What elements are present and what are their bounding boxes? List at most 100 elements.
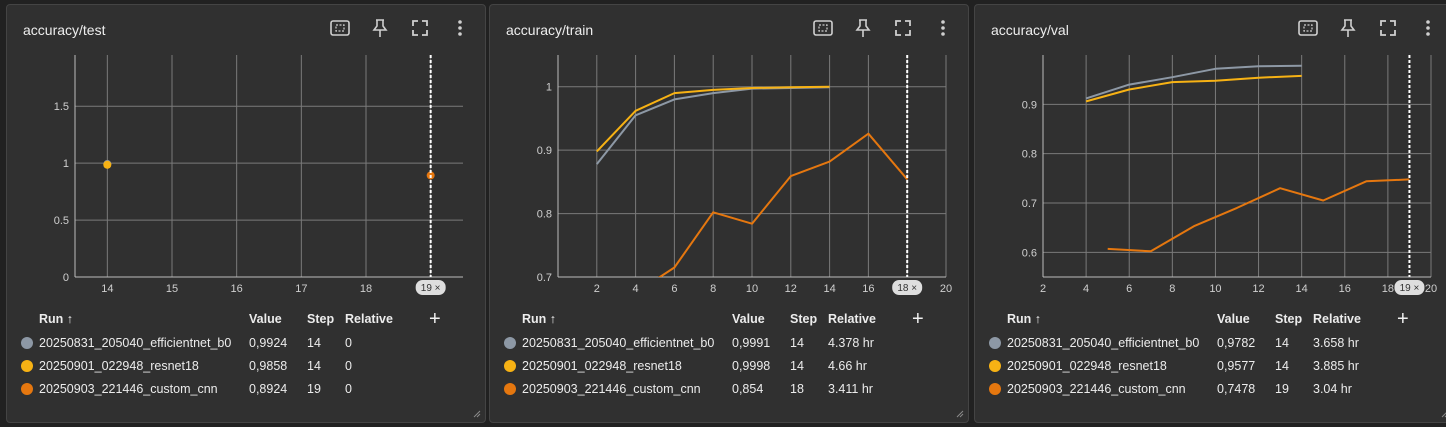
run-relative: 3.04 hr (1313, 381, 1352, 396)
resize-handle-icon[interactable] (956, 410, 964, 418)
run-name: 20250903_221446_custom_cnn (522, 381, 701, 396)
table-row[interactable]: 20250901_022948_resnet18 0,9577 14 3.885… (975, 354, 1446, 377)
x-tick-label: 8 (710, 283, 716, 295)
card-toolbar (812, 17, 954, 39)
run-step: 14 (1275, 358, 1289, 373)
table-row[interactable]: 20250831_205040_efficientnet_b0 0,9924 1… (7, 331, 487, 354)
y-tick-label: 0 (63, 272, 69, 284)
x-tick-label: 4 (1083, 283, 1089, 295)
table-row[interactable]: 20250831_205040_efficientnet_b0 0,9991 1… (490, 331, 970, 354)
table-row[interactable]: 20250903_221446_custom_cnn 0,8924 19 0 (7, 377, 487, 400)
header-value[interactable]: Value (249, 312, 282, 326)
add-column-button[interactable]: + (429, 307, 441, 330)
run-step: 19 (1275, 381, 1289, 396)
run-relative: 0 (345, 381, 352, 396)
x-tick-label: 6 (671, 283, 677, 295)
more-vert-icon[interactable] (449, 17, 471, 39)
y-tick-label: 0.6 (1022, 247, 1037, 259)
run-step: 14 (307, 358, 321, 373)
run-value: 0,9924 (249, 335, 288, 350)
header-value[interactable]: Value (732, 312, 765, 326)
add-column-button[interactable]: + (1397, 307, 1409, 330)
y-tick-label: 0.9 (1022, 99, 1037, 111)
more-vert-icon[interactable] (1417, 17, 1439, 39)
run-relative: 3.658 hr (1313, 335, 1359, 350)
card-accuracy-test: accuracy/test 14 15 16 17 18 19 0 0.5 1 1.5 19 × R… (6, 4, 486, 423)
x-tick-label: 20 (1425, 283, 1437, 295)
run-step: 19 (307, 381, 321, 396)
table-header-row: Run ↑ Value Step Relative + (975, 307, 1446, 331)
fit-domain-icon[interactable] (329, 17, 351, 39)
x-tick-label: 15 (166, 283, 178, 295)
header-value[interactable]: Value (1217, 312, 1250, 326)
step-badge[interactable] (415, 280, 446, 295)
run-name: 20250831_205040_efficientnet_b0 (522, 335, 715, 350)
pin-icon[interactable] (852, 17, 874, 39)
run-value: 0,9991 (732, 335, 771, 350)
card-title: accuracy/val (991, 22, 1069, 38)
header-relative[interactable]: Relative (1313, 312, 1361, 326)
step-badge-label: 18 × (897, 283, 917, 294)
header-run[interactable]: Run ↑ (39, 312, 74, 326)
header-step[interactable]: Step (790, 312, 818, 326)
x-tick-label: 6 (1126, 283, 1132, 295)
run-relative: 3.885 hr (1313, 358, 1359, 373)
chart-accuracy-test[interactable]: 14151617181900.511.519 × (7, 49, 487, 305)
run-relative: 0 (345, 335, 352, 350)
run-name: 20250901_022948_resnet18 (1007, 358, 1167, 373)
header-run[interactable]: Run ↑ (522, 312, 557, 326)
run-color-dot (21, 360, 33, 373)
x-tick-label: 14 (823, 283, 835, 295)
x-tick-label: 16 (1339, 283, 1351, 295)
more-vert-icon[interactable] (932, 17, 954, 39)
run-name: 20250831_205040_efficientnet_b0 (1007, 335, 1200, 350)
step-badge-label: 19 × (1400, 283, 1420, 294)
y-tick-label: 0.7 (537, 272, 552, 284)
chart-svg: 2 4 6 8 10 12 14 16 18 20 0.6 0.7 0.8 0.9 19 × (1022, 55, 1437, 295)
run-color-dot (504, 337, 516, 350)
run-step: 14 (790, 358, 804, 373)
header-relative[interactable]: Relative (828, 312, 876, 326)
card-toolbar (329, 17, 471, 39)
y-tick-label: 0.5 (54, 215, 69, 227)
run-step: 14 (1275, 335, 1289, 350)
run-relative: 4.378 hr (828, 335, 874, 350)
header-step[interactable]: Step (1275, 312, 1303, 326)
chart-accuracy-val[interactable]: 2 4 6 8 10 12 14 16 18 20 0.6 0.7 0.8 0.9 19 × (975, 49, 1446, 305)
run-color-dot (989, 337, 1001, 350)
fullscreen-icon[interactable] (409, 17, 431, 39)
fit-domain-icon[interactable] (1297, 17, 1319, 39)
fit-domain-icon[interactable] (812, 17, 834, 39)
resize-handle-icon[interactable] (473, 410, 481, 418)
series-line (658, 132, 908, 277)
table-row[interactable]: 20250901_022948_resnet18 0,9998 14 4.66 … (490, 354, 970, 377)
step-badge[interactable] (892, 280, 923, 295)
add-column-button[interactable]: + (912, 307, 924, 330)
x-tick-label: 18 (1382, 283, 1394, 295)
header-step[interactable]: Step (307, 312, 335, 326)
header-relative[interactable]: Relative (345, 312, 393, 326)
x-tick-label: 16 (862, 283, 874, 295)
table-row[interactable]: 20250903_221446_custom_cnn 0,854 18 3.41… (490, 377, 970, 400)
pin-icon[interactable] (1337, 17, 1359, 39)
run-value: 0,9998 (732, 358, 771, 373)
table-header-row: Run ↑ Value Step Relative + (7, 307, 487, 331)
table-row[interactable]: 20250901_022948_resnet18 0,9858 14 0 (7, 354, 487, 377)
resize-handle-icon[interactable] (1441, 410, 1446, 418)
table-row[interactable]: 20250831_205040_efficientnet_b0 0,9782 1… (975, 331, 1446, 354)
table-row[interactable]: 20250903_221446_custom_cnn 0,7478 19 3.0… (975, 377, 1446, 400)
x-tick-label: 12 (785, 283, 797, 295)
runs-table: Run ↑ Value Step Relative + 20250831_205… (975, 307, 1446, 400)
fullscreen-icon[interactable] (1377, 17, 1399, 39)
run-name: 20250831_205040_efficientnet_b0 (39, 335, 232, 350)
card-title: accuracy/train (506, 22, 594, 38)
pin-icon[interactable] (369, 17, 391, 39)
fullscreen-icon[interactable] (892, 17, 914, 39)
y-tick-label: 0.7 (1022, 198, 1037, 210)
run-value: 0,9782 (1217, 335, 1256, 350)
y-tick-label: 0.9 (537, 145, 552, 157)
header-run[interactable]: Run ↑ (1007, 312, 1042, 326)
step-badge[interactable] (1394, 280, 1425, 295)
